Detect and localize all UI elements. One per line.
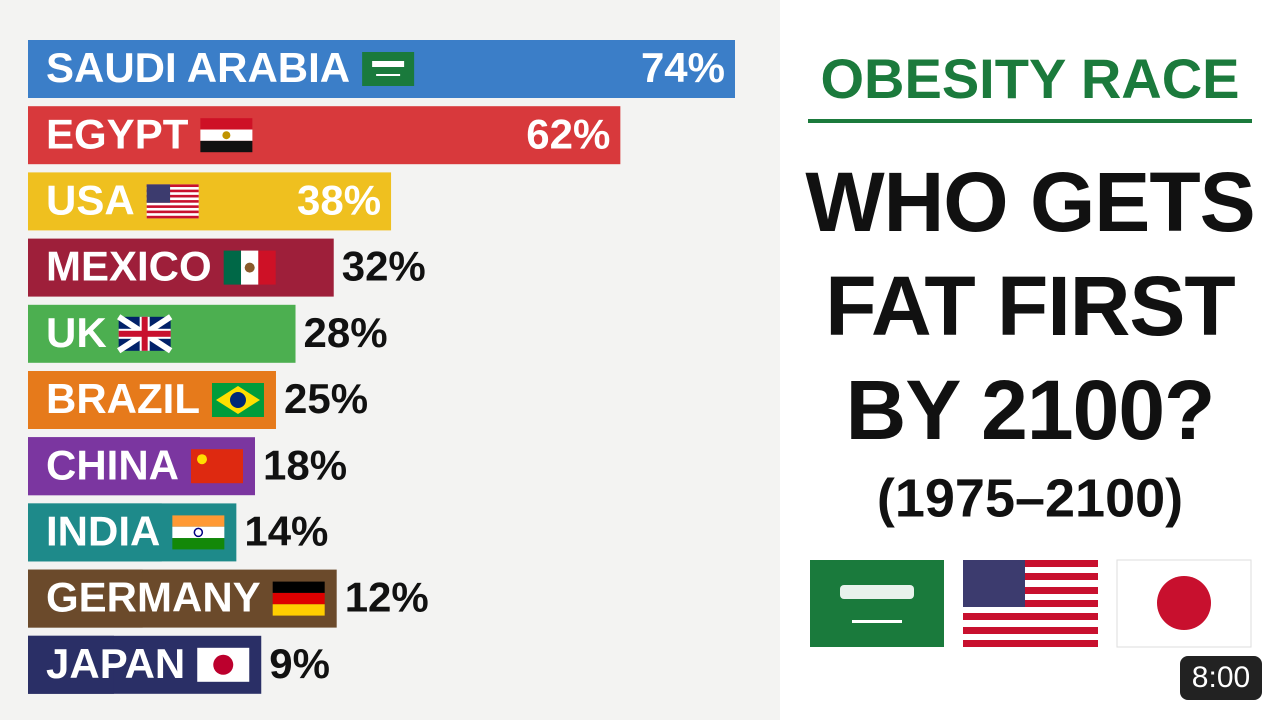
- bar-row: EGYPT 62%: [28, 106, 621, 165]
- flag: [172, 515, 225, 527]
- value-label: 18%: [263, 441, 347, 488]
- flag-icon: [197, 647, 250, 682]
- flag: [146, 184, 171, 203]
- category-label: INDIA: [46, 507, 160, 554]
- bar-row: MEXICO 32%: [28, 238, 426, 297]
- bar-row: JAPAN 9%: [28, 635, 330, 694]
- flag: [146, 215, 199, 219]
- bar-row: BRAZIL 25%: [28, 371, 368, 429]
- bar-row: UK 28%: [28, 304, 388, 363]
- flag: [223, 250, 242, 285]
- flag: [372, 61, 405, 67]
- category-label: MEXICO: [46, 243, 212, 290]
- category-label: BRAZIL: [46, 375, 200, 422]
- value-label: 32%: [342, 243, 426, 290]
- flag-icon: [272, 581, 325, 616]
- flag-icon: [172, 515, 225, 550]
- flag: [146, 205, 199, 208]
- flag: [272, 604, 325, 616]
- flag: [200, 140, 253, 153]
- flag-icon: [362, 52, 415, 86]
- bar: [28, 569, 143, 628]
- value-label: 74%: [641, 44, 725, 91]
- bar-row: USA 38%: [28, 172, 392, 231]
- flag-usa: [963, 560, 1098, 647]
- bar: [28, 238, 334, 297]
- flag-saudi: [810, 560, 944, 647]
- flag: [193, 527, 204, 538]
- flag: [213, 654, 234, 675]
- flag: [258, 250, 276, 285]
- bar: [28, 503, 162, 562]
- flag: [146, 210, 199, 214]
- flag-icon: [117, 314, 173, 354]
- flag: [376, 74, 401, 76]
- flag: [272, 592, 325, 605]
- value-label: 25%: [284, 375, 368, 422]
- flag: [272, 581, 325, 593]
- duration: 8:00: [1192, 661, 1250, 694]
- category-label: UK: [46, 309, 107, 356]
- flag: [146, 194, 199, 198]
- flag: [191, 449, 243, 484]
- chart-title: OBESITY RACE: [820, 47, 1239, 110]
- bar-row: GERMANY 12%: [28, 569, 429, 628]
- value-label: 62%: [526, 110, 610, 157]
- flag: [200, 118, 253, 130]
- bar: [28, 635, 114, 694]
- bar: [28, 437, 200, 496]
- flag: [222, 131, 231, 140]
- flag: [197, 454, 207, 465]
- value-label: 14%: [244, 507, 328, 554]
- flag: [172, 526, 225, 539]
- flag: [146, 189, 199, 193]
- title-underline: [808, 119, 1252, 123]
- category-label: GERMANY: [46, 574, 261, 621]
- value-label: 38%: [297, 176, 381, 223]
- value-label: 12%: [345, 574, 429, 621]
- duration-badge: [1180, 656, 1262, 700]
- flag: [362, 52, 415, 86]
- flag: [146, 200, 199, 203]
- flag-icon: [200, 118, 253, 153]
- flag: [172, 538, 225, 550]
- flag-icon: [223, 250, 276, 285]
- category-label: JAPAN: [46, 640, 185, 687]
- bar-row: SAUDI ARABIA 74%: [28, 40, 735, 98]
- value-label: 28%: [304, 309, 388, 356]
- flag: [146, 184, 199, 188]
- category-label: USA: [46, 176, 135, 223]
- value-label: 9%: [269, 640, 330, 687]
- flag: [229, 392, 246, 408]
- flag-icon: [191, 449, 243, 484]
- category-label: CHINA: [46, 441, 179, 488]
- category-label: SAUDI ARABIA: [46, 44, 350, 91]
- flag-japan: [1116, 559, 1252, 648]
- annotation: (1975–2100): [877, 468, 1183, 528]
- subtitle: WHO GETS FAT FIRST BY 2100?: [805, 155, 1255, 457]
- flag: [118, 330, 171, 337]
- bar-row: CHINA 18%: [28, 437, 347, 496]
- bar: [28, 106, 621, 165]
- bars: SAUDI ARABIA 74% EGYPT 62% USA 38% MEXICO 32% UK…: [28, 40, 735, 694]
- flag: [244, 262, 255, 273]
- bar-row: INDIA 14%: [28, 503, 328, 562]
- bar: [28, 172, 392, 231]
- flag-icon: [146, 184, 199, 219]
- category-label: EGYPT: [46, 110, 189, 157]
- flag-icon: [211, 383, 264, 417]
